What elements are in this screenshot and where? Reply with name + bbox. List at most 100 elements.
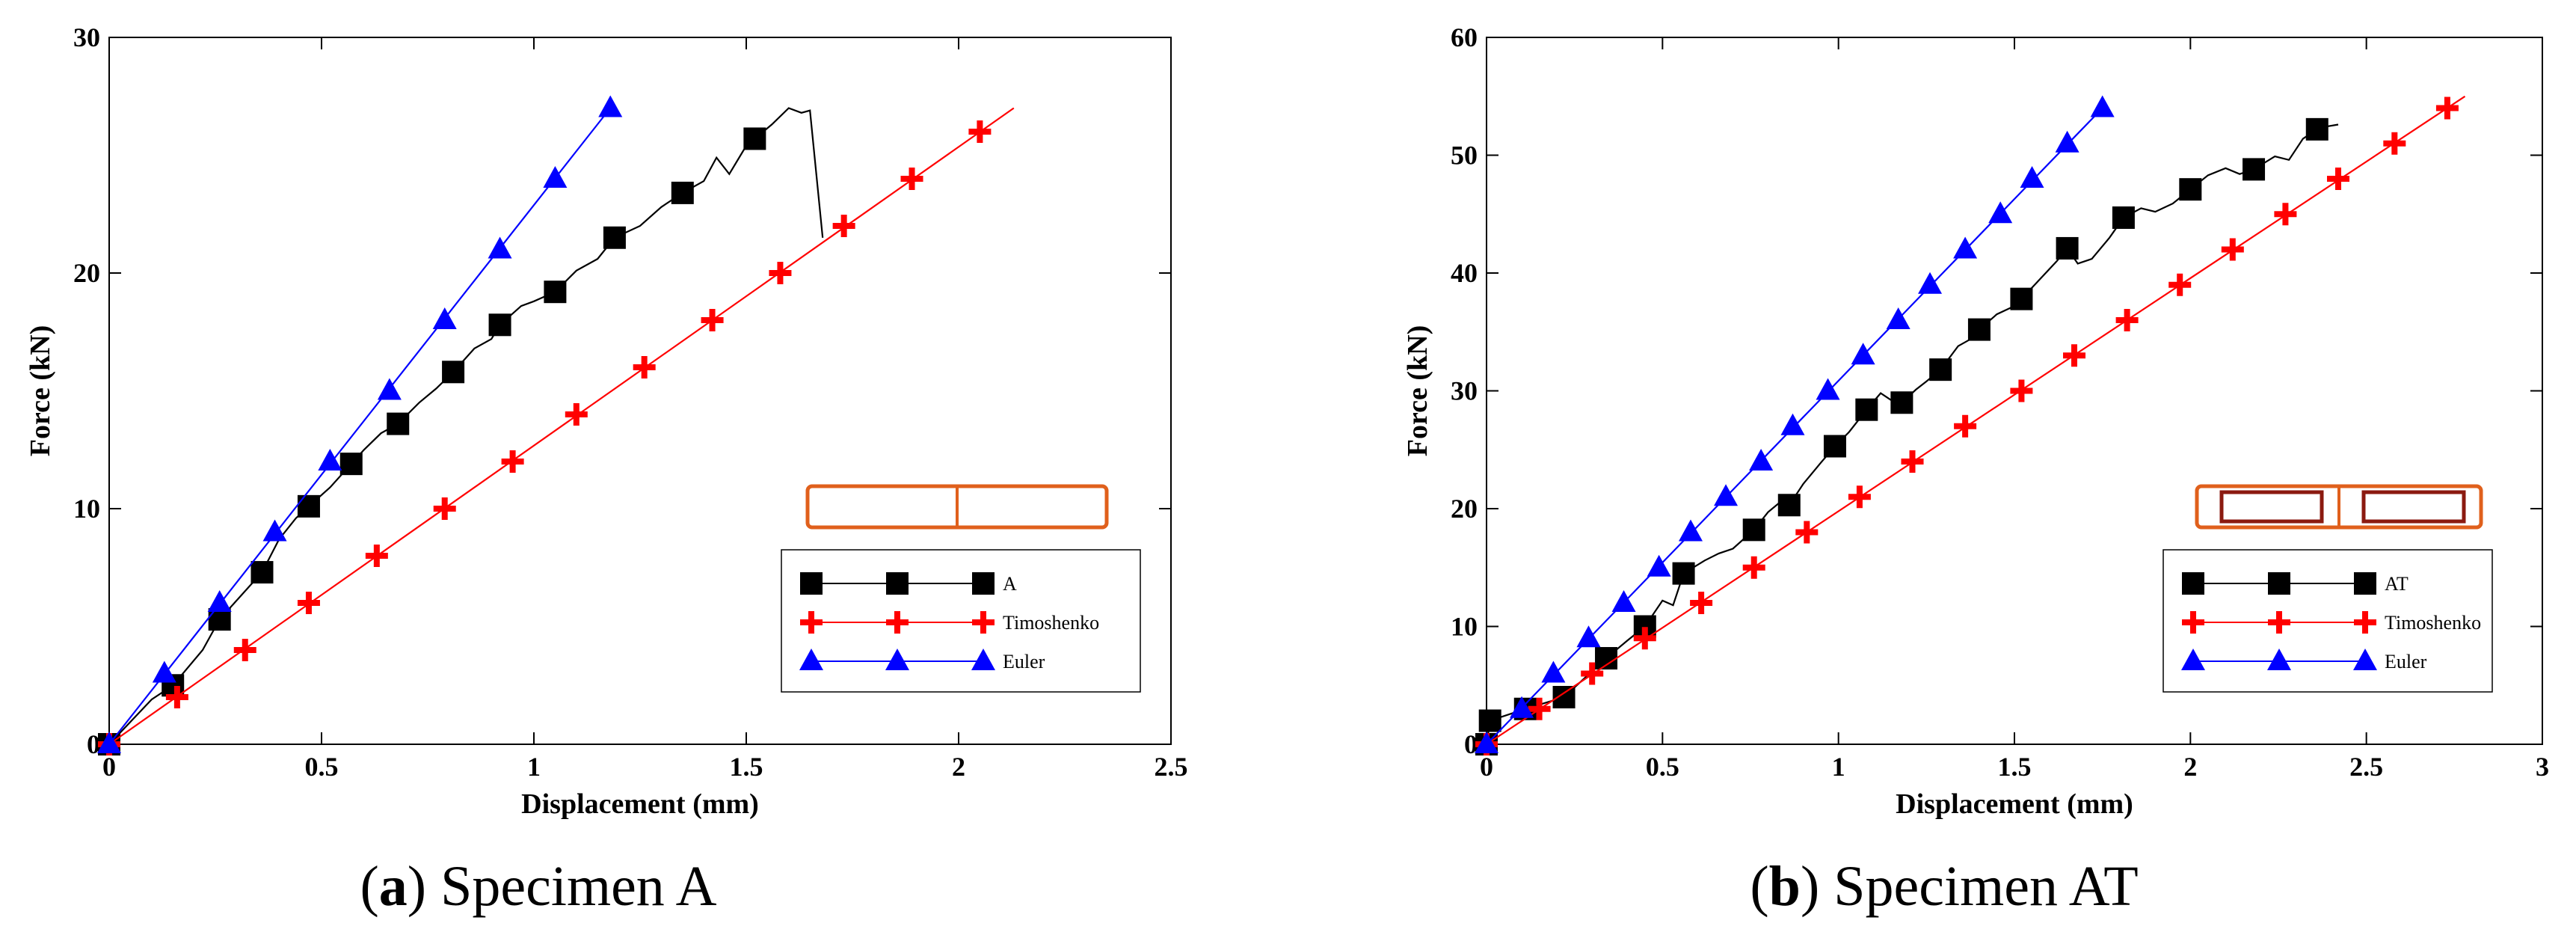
data-point-euler (1918, 272, 1943, 294)
series-a (98, 107, 824, 755)
y-tick-label: 30 (73, 22, 100, 52)
legend-marker (972, 572, 995, 595)
data-point-timoshenko (2383, 132, 2406, 155)
data-point-euler (377, 378, 402, 400)
legend-label: A (1003, 573, 1017, 595)
legend-label: Euler (1003, 651, 1045, 672)
data-point-timoshenko (968, 120, 992, 143)
caption-prefix: ( (360, 855, 378, 918)
data-point-euler (488, 236, 512, 259)
data-point-euler (1749, 449, 1774, 470)
legend-box (781, 549, 1141, 693)
data-point-timoshenko (900, 168, 923, 190)
data-point-at (1595, 647, 1618, 670)
x-axis-title: Displacement (mm) (1896, 788, 2133, 820)
data-point-euler (598, 95, 623, 117)
data-point-euler (1988, 201, 2013, 224)
data-point-euler (543, 166, 568, 188)
data-point-timoshenko (1633, 627, 1656, 650)
legend-label: Euler (2385, 651, 2427, 672)
legend-label: Timoshenko (1003, 612, 1099, 634)
data-point-a (743, 127, 766, 150)
series-timoshenko (1475, 95, 2466, 755)
legend-marker (2353, 649, 2377, 670)
data-point-timoshenko (1690, 592, 1713, 614)
x-axis-title: Displacement (mm) (521, 788, 759, 820)
data-point-euler (1953, 236, 1978, 259)
x-tick-label: 3 (2536, 752, 2549, 782)
y-tick-label: 20 (73, 258, 100, 288)
data-point-euler (262, 519, 287, 542)
data-point-euler (1886, 307, 1911, 329)
legend: A Timoshenko Euler (781, 549, 1141, 693)
data-point-euler (1647, 554, 1671, 577)
x-tick-label: 1.5 (730, 752, 763, 782)
inner-tube (2219, 490, 2324, 524)
legend-marker (800, 611, 823, 634)
data-point-a (544, 281, 567, 304)
data-point-timoshenko (165, 686, 188, 708)
data-point-at (2243, 158, 2266, 181)
data-point-timoshenko (2168, 273, 2192, 296)
legend-marker (2267, 649, 2291, 670)
data-point-timoshenko (701, 309, 724, 331)
legend-marker (799, 649, 823, 670)
data-point-timoshenko (2274, 203, 2297, 226)
legend-marker (885, 649, 909, 670)
x-tick-label: 0.5 (305, 752, 339, 782)
y-tick-label: 0 (1464, 729, 1478, 759)
series-line-a (108, 107, 824, 745)
data-point-timoshenko (2063, 344, 2086, 367)
x-tick-label: 2.5 (2349, 752, 2383, 782)
y-axis-title: Force (kN) (1402, 325, 1433, 457)
legend-marker (886, 611, 909, 634)
legend-marker (886, 572, 909, 595)
legend-marker (2268, 611, 2290, 634)
caption-text: ) Specimen AT (1801, 855, 2139, 918)
data-point-at (1672, 562, 1695, 585)
data-point-timoshenko (433, 497, 456, 520)
legend-label: Timoshenko (2385, 612, 2481, 634)
y-tick-label: 20 (1451, 494, 1478, 524)
data-point-euler (1780, 413, 1805, 435)
data-point-at (1552, 686, 1576, 708)
y-tick-label: 40 (1451, 258, 1478, 288)
data-point-timoshenko (2435, 96, 2459, 120)
series-euler (1475, 95, 2115, 753)
data-point-timoshenko (1848, 485, 1871, 509)
data-point-a (339, 453, 363, 476)
data-point-euler (1816, 378, 1840, 400)
y-tick-label: 50 (1451, 141, 1478, 171)
cross-section-inset (2195, 484, 2483, 530)
x-tick-label: 2.5 (1155, 752, 1188, 782)
data-point-euler (2020, 166, 2044, 188)
data-point-at (1823, 435, 1846, 458)
series-timoshenko (98, 107, 1015, 755)
data-point-at (1967, 318, 1991, 341)
data-point-at (1890, 391, 1913, 414)
chart-caption: (b) Specimen AT (1750, 855, 2138, 918)
data-point-euler (2055, 130, 2079, 153)
inner-tube (2361, 490, 2466, 524)
data-point-at (1855, 398, 1878, 421)
data-point-a (250, 561, 274, 584)
legend-label: AT (2385, 573, 2409, 595)
data-point-a (297, 494, 320, 518)
caption-letter: a (379, 855, 408, 918)
legend-marker (2354, 572, 2376, 595)
x-tick-label: 2 (952, 752, 965, 782)
data-point-euler (1714, 484, 1739, 506)
data-point-euler (152, 660, 176, 683)
legend-box (2162, 549, 2493, 693)
data-point-a (488, 313, 511, 337)
caption-letter: b (1769, 855, 1801, 918)
x-tick-label: 0 (1480, 752, 1493, 782)
legend-marker (2182, 572, 2204, 595)
data-point-euler (2090, 95, 2115, 117)
caption-text: ) Specimen A (408, 855, 717, 918)
y-tick-label: 10 (1451, 612, 1478, 642)
plot-frame (108, 37, 1172, 745)
data-point-timoshenko (832, 215, 855, 237)
x-tick-label: 1 (527, 752, 541, 782)
data-point-timoshenko (1795, 521, 1819, 544)
